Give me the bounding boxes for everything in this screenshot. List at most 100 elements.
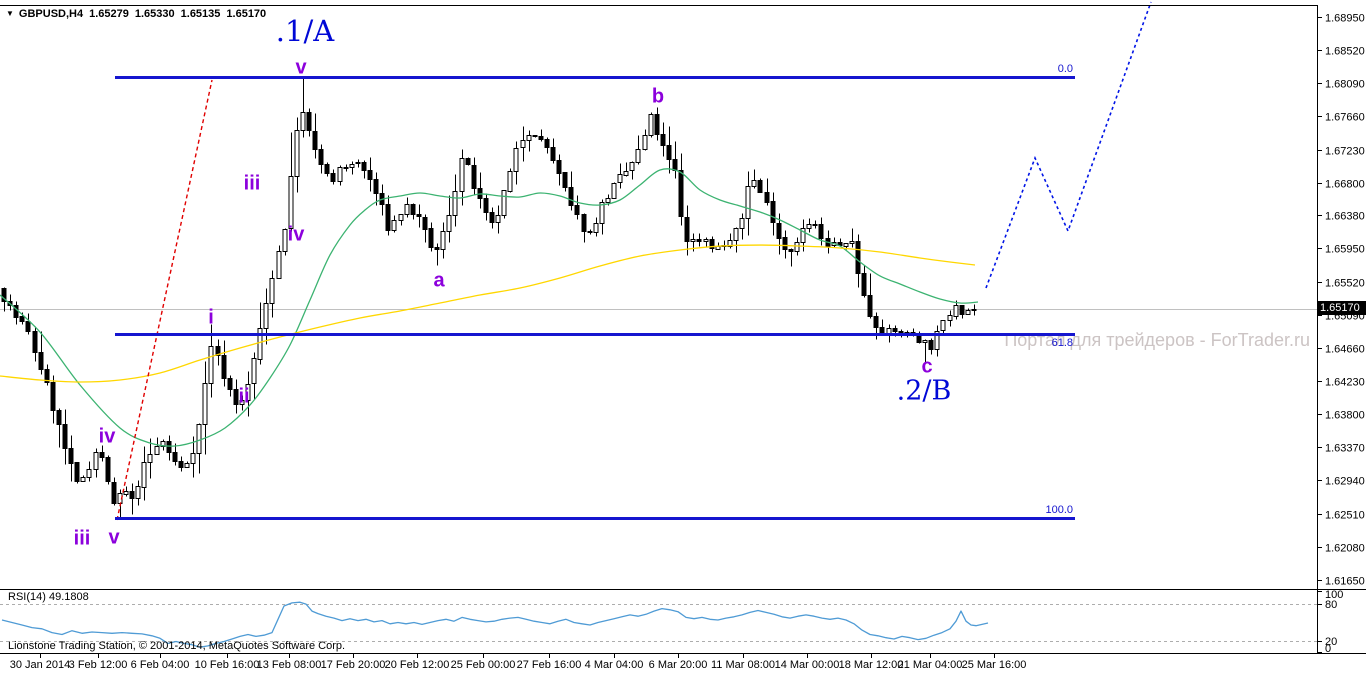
candle — [648, 112, 654, 138]
elliott-label-a: a — [433, 269, 445, 292]
ma-yellow-line — [0, 244, 976, 383]
candle — [513, 141, 519, 185]
candle — [215, 339, 221, 366]
candle — [208, 324, 214, 398]
candle — [288, 132, 294, 232]
candle — [574, 195, 580, 220]
candle — [300, 78, 306, 138]
candles-series — [1, 78, 977, 519]
candle — [629, 161, 635, 180]
candle — [404, 197, 410, 218]
watermark: Портал для трейдеров - ForTrader.ru — [1004, 330, 1310, 350]
candle — [867, 273, 873, 319]
candle — [483, 193, 489, 221]
price-tick-label: 1.67660 — [1325, 112, 1365, 124]
price-tick-label: 1.63800 — [1325, 410, 1365, 422]
time-tick-label: 17 Feb 20:00 — [321, 659, 386, 671]
candle — [666, 126, 672, 174]
quote-low: 1.65135 — [180, 8, 221, 20]
candle — [391, 215, 397, 233]
candle — [385, 195, 391, 236]
symbol-label: GBPUSD,H4 — [18, 8, 84, 20]
candle — [446, 195, 452, 243]
candle — [434, 243, 440, 266]
candle — [99, 445, 105, 462]
candle — [745, 171, 751, 236]
time-tick-label: 10 Feb 16:00 — [195, 659, 260, 671]
candle — [25, 313, 31, 335]
elliott-label-iv-left: iv — [98, 425, 116, 448]
candle — [593, 217, 599, 237]
candle — [154, 437, 160, 455]
candle — [135, 480, 141, 506]
price-tick-label: 1.67230 — [1325, 146, 1365, 158]
candle — [757, 178, 763, 193]
quote-open: 1.65279 — [89, 8, 129, 20]
projection-line[interactable] — [985, 1, 1152, 289]
candle — [141, 446, 147, 501]
candle — [520, 126, 526, 162]
candle — [611, 182, 617, 199]
candle — [80, 475, 86, 482]
candle — [184, 461, 190, 468]
candle — [282, 228, 288, 256]
candle — [538, 129, 544, 142]
candle — [459, 149, 465, 206]
candle — [489, 207, 495, 229]
candle — [495, 205, 501, 234]
price-axis[interactable]: 1.68950 1.68520 1.68090 1.67660 1.67230 1.668… — [1317, 13, 1365, 588]
candle — [684, 205, 690, 256]
current-price-badge: 1.65170 — [1318, 301, 1366, 315]
candle — [654, 107, 660, 141]
candle — [355, 159, 361, 168]
trendline-dashed-red[interactable] — [116, 79, 213, 521]
elliott-label-c: c — [921, 355, 933, 378]
candle — [965, 308, 971, 315]
fib-label-61-8: 61.8 — [1051, 337, 1073, 349]
ma-green-line — [0, 168, 979, 447]
chart-frame — [0, 5, 1366, 654]
candle — [922, 339, 928, 363]
candle — [74, 462, 80, 484]
candle — [312, 113, 318, 159]
quote-high: 1.65330 — [134, 8, 175, 20]
candle — [568, 171, 574, 211]
candle — [953, 300, 959, 320]
time-tick-label: 11 Mar 08:00 — [711, 659, 775, 671]
candle — [196, 423, 202, 474]
price-tick-label: 1.62940 — [1325, 476, 1365, 488]
candle — [562, 172, 568, 192]
candle — [123, 486, 129, 497]
price-tick-label: 1.68090 — [1325, 79, 1365, 91]
candle — [660, 122, 666, 157]
elliott-label-iii-left: iii — [73, 527, 91, 550]
time-tick-label: 6 Mar 20:00 — [649, 659, 708, 671]
candle — [507, 168, 513, 193]
price-tick-label: 1.68950 — [1325, 13, 1365, 25]
candle — [788, 248, 794, 267]
price-tick-label: 1.62080 — [1325, 543, 1365, 555]
candle — [703, 237, 709, 247]
rsi-indicator-label: RSI(14) 49.1808 — [8, 591, 89, 603]
price-tick-label: 1.65520 — [1325, 278, 1365, 290]
candle — [709, 236, 715, 253]
time-tick-label: 20 Feb 12:00 — [385, 659, 450, 671]
candle — [465, 157, 471, 166]
candle — [532, 135, 538, 138]
price-tick-label: 1.62510 — [1325, 510, 1365, 522]
candle — [239, 395, 245, 411]
candle — [947, 310, 953, 327]
candle — [44, 364, 50, 386]
candle — [934, 325, 940, 357]
price-tick-label: 1.64230 — [1325, 377, 1365, 389]
price-tick-label: 1.66800 — [1325, 179, 1365, 191]
candle — [50, 375, 56, 424]
candle — [202, 361, 208, 455]
price-tick-label: 1.68520 — [1325, 46, 1365, 58]
candle — [398, 214, 404, 226]
candle — [233, 379, 239, 414]
candle — [416, 204, 422, 228]
time-tick-label: 25 Mar 16:00 — [962, 659, 1027, 671]
